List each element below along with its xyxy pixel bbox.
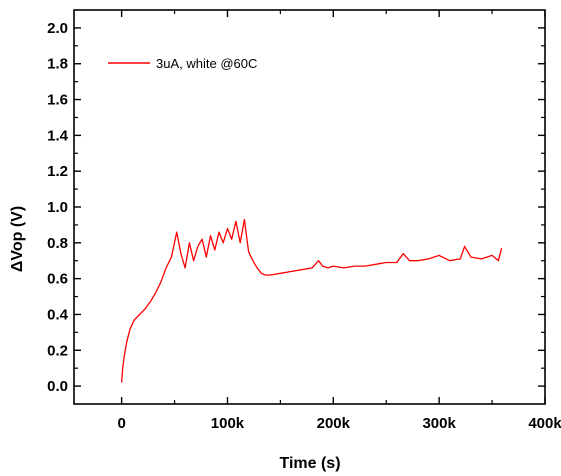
y-tick-label: 0.6 <box>47 271 68 288</box>
y-tick-label: 1.0 <box>47 199 68 216</box>
y-tick-label: 0.2 <box>47 342 68 359</box>
x-tick-label: 200k <box>317 415 351 432</box>
y-axis-title: ΔVop (V) <box>9 206 26 272</box>
y-tick-label: 0.4 <box>47 306 69 323</box>
x-tick-label: 300k <box>422 415 456 432</box>
legend-label: 3uA, white @60C <box>156 56 257 71</box>
y-tick-label: 0.8 <box>47 235 68 252</box>
x-tick-label: 100k <box>211 415 245 432</box>
y-tick-label: 1.6 <box>47 92 68 109</box>
y-tick-label: 2.0 <box>47 20 68 37</box>
legend: 3uA, white @60C <box>108 56 257 71</box>
y-tick-label: 1.4 <box>47 127 69 144</box>
plot-frame <box>73 9 546 405</box>
x-tick-label: 400k <box>528 415 561 432</box>
x-tick-label: 0 <box>117 415 125 432</box>
series-line <box>120 218 503 383</box>
y-tick-label: 1.2 <box>47 163 68 180</box>
y-tick-label: 0.0 <box>47 378 68 395</box>
series-layer <box>120 218 503 383</box>
axis-ticks: 0.0 0.2 0.4 0.6 0.8 1.0 1.2 1.4 1.6 1.8 2.0 0 100k 20… <box>47 10 561 432</box>
x-axis-title: Time (s) <box>279 455 340 472</box>
y-tick-label: 1.8 <box>47 56 68 73</box>
